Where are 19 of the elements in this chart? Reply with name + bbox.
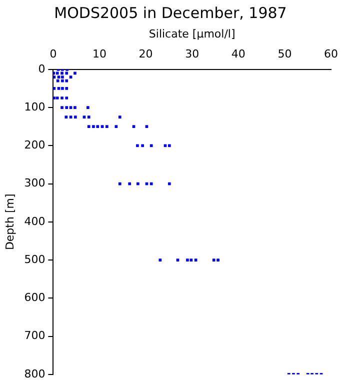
x-tick-label: 0 [50,48,57,61]
x-tick-label: 30 [185,48,200,61]
y-tick-label: 400 [24,214,46,228]
x-tick-label: 50 [278,48,292,61]
y-tick-label: 600 [24,291,46,304]
chart-title: MODS2005 in December, 1987 [53,4,288,22]
x-tick-label: 10 [92,48,106,61]
x-tick-label: 20 [138,48,153,61]
y-axis-title: Depth [m] [3,194,16,250]
x-tick-label: 60 [324,48,338,61]
y-tick-label: 200 [24,138,46,152]
y-tick-label: 500 [24,252,46,266]
y-tick-label: 300 [24,176,46,190]
y-tick-label: 800 [24,367,46,380]
y-tick-label: 700 [24,329,46,342]
x-tick-label: 40 [231,48,246,61]
y-tick-label: 0 [38,62,46,76]
x-axis-title: Silicate [µmol/l] [148,27,236,40]
y-tick-label: 100 [24,100,46,114]
